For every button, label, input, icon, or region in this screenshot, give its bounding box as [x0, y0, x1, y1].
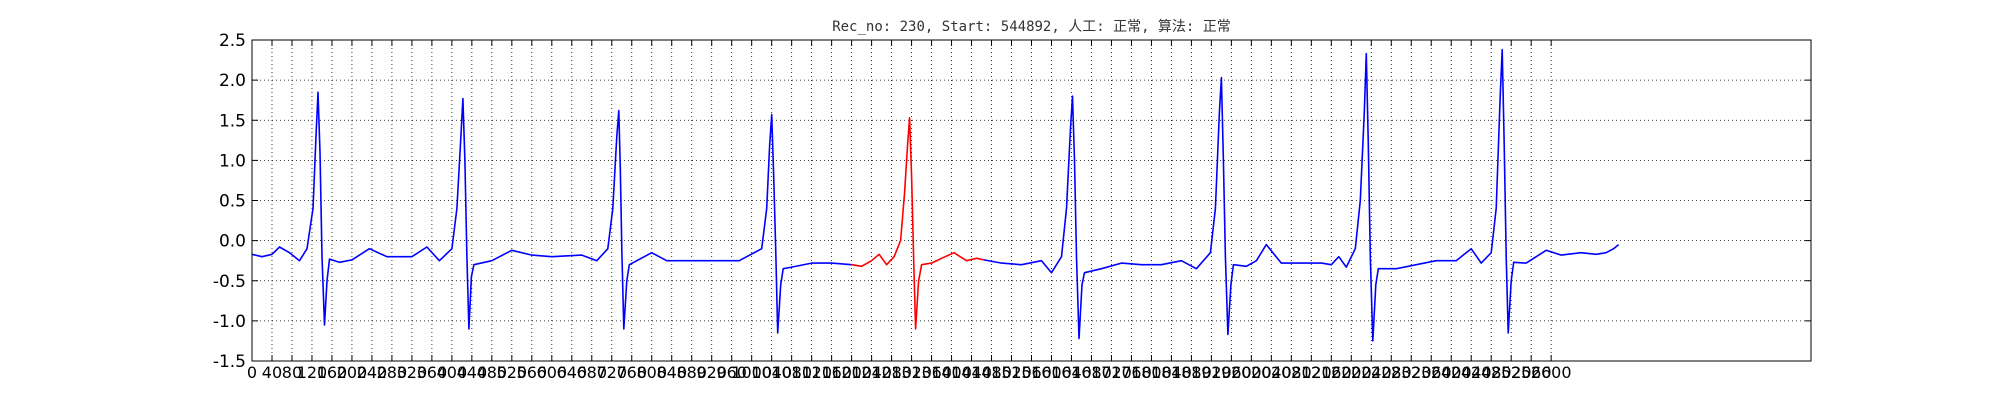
x-tick-label: 1920 [1191, 363, 1232, 382]
x-tick-label: 2200 [1331, 363, 1372, 382]
x-tick-label: 1120 [791, 363, 832, 382]
x-tick-label: 640 [557, 363, 588, 382]
x-tick-label: 2320 [1391, 363, 1432, 382]
x-tick-label: 2600 [1531, 363, 1572, 382]
ecg-series-line-1 [851, 117, 985, 330]
x-tick-label: 200 [337, 363, 368, 382]
x-tick-label: 1360 [911, 363, 952, 382]
chart-title: Rec_no: 230, Start: 544892, 人工: 正常, 算法: … [832, 19, 1231, 35]
x-tick-label: 880 [676, 363, 707, 382]
x-tick-label: 840 [656, 363, 687, 382]
x-tick-label: 600 [537, 363, 568, 382]
x-tick-label: 2040 [1251, 363, 1292, 382]
x-axis: 0 40 8012016020024028032036040044048052056… [247, 40, 1572, 382]
x-tick-label: 1160 [811, 363, 852, 382]
x-tick-label: 2480 [1471, 363, 1512, 382]
x-tick-label: 1440 [951, 363, 992, 382]
y-tick-label: 1.5 [219, 111, 246, 131]
x-tick-label: 520 [497, 363, 528, 382]
x-tick-label: 1040 [751, 363, 792, 382]
x-tick-label: 680 [577, 363, 608, 382]
x-tick-label: 1560 [1011, 363, 1052, 382]
x-tick-label: 1520 [991, 363, 1032, 382]
y-axis: -1.5 -1.0 -0.5 0.0 0.5 1.0 1.5 2.0 2.5 [213, 31, 1811, 372]
x-tick-label: 0 [247, 363, 257, 382]
x-tick-label: 2520 [1491, 363, 1532, 382]
x-tick-label: 960 [716, 363, 747, 382]
x-tick-label: 920 [696, 363, 727, 382]
x-tick-label: 440 [457, 363, 488, 382]
grid-lines [252, 40, 1811, 361]
x-tick-label: 120 [297, 363, 328, 382]
x-tick-label: 1240 [851, 363, 892, 382]
x-tick-label: 1080 [771, 363, 812, 382]
x-tick-label: 1320 [891, 363, 932, 382]
y-tick-label: -1.5 [213, 352, 246, 372]
x-tick-label: 80 [282, 363, 302, 382]
ecg-series-line-2 [983, 48, 1620, 342]
x-tick-label: 480 [477, 363, 508, 382]
x-tick-label: 1000 [731, 363, 772, 382]
x-tick-label: 2280 [1371, 363, 1412, 382]
x-tick-label: 2120 [1291, 363, 1332, 382]
x-tick-label: 1720 [1091, 363, 1132, 382]
x-tick-label: 40 [262, 363, 282, 382]
x-tick-label: 2400 [1431, 363, 1472, 382]
x-tick-label: 800 [636, 363, 667, 382]
x-tick-label: 2440 [1451, 363, 1492, 382]
x-tick-label: 1880 [1171, 363, 1212, 382]
x-tick-label: 400 [437, 363, 468, 382]
y-tick-label: -0.5 [213, 272, 246, 292]
x-tick-label: 1400 [931, 363, 972, 382]
x-tick-label: 320 [397, 363, 428, 382]
x-tick-label: 1800 [1131, 363, 1172, 382]
y-tick-label: -1.0 [213, 312, 246, 332]
x-tick-label: 2360 [1411, 363, 1452, 382]
y-tick-label: 0.5 [219, 192, 246, 212]
x-tick-label: 1960 [1211, 363, 1252, 382]
x-tick-label: 1680 [1071, 363, 1112, 382]
x-tick-label: 2080 [1271, 363, 1312, 382]
x-tick-label: 360 [417, 363, 448, 382]
x-tick-label: 2000 [1231, 363, 1272, 382]
x-tick-label: 240 [357, 363, 388, 382]
x-tick-label: 720 [596, 363, 627, 382]
x-tick-label: 280 [377, 363, 408, 382]
x-tick-label: 2160 [1311, 363, 1352, 382]
x-tick-label: 1840 [1151, 363, 1192, 382]
y-tick-label: 2.5 [219, 31, 246, 51]
x-tick-label: 1200 [831, 363, 872, 382]
x-tick-label: 560 [517, 363, 548, 382]
x-tick-label: 1280 [871, 363, 912, 382]
x-tick-label: 2240 [1351, 363, 1392, 382]
ecg-series-group [251, 48, 1620, 342]
x-tick-label: 760 [616, 363, 647, 382]
ecg-series-line-0 [251, 91, 852, 334]
y-tick-label: 1.0 [219, 151, 246, 171]
x-tick-label: 1760 [1111, 363, 1152, 382]
x-tick-label: 1480 [971, 363, 1012, 382]
x-tick-label: 1640 [1051, 363, 1092, 382]
y-tick-label: 2.0 [219, 71, 246, 91]
x-tick-label: 160 [317, 363, 348, 382]
x-tick-label: 1600 [1031, 363, 1072, 382]
y-tick-label: 0.0 [219, 232, 246, 252]
x-tick-label: 2560 [1511, 363, 1552, 382]
